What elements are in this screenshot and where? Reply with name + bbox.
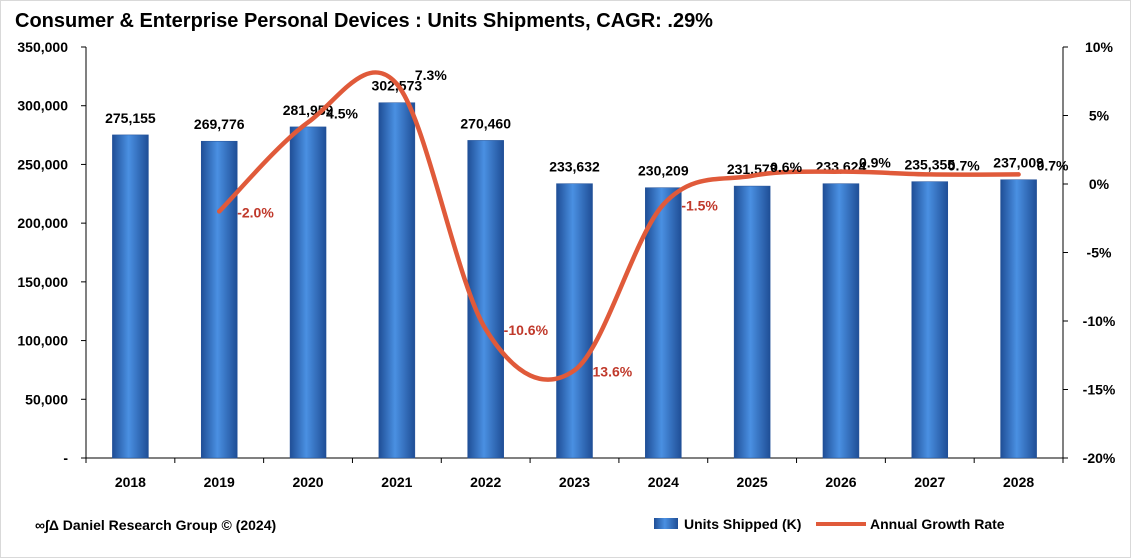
bar xyxy=(911,181,949,459)
growth-rate-data-label: 4.5% xyxy=(326,105,358,121)
bar xyxy=(645,187,682,459)
growth-rate-point xyxy=(572,368,577,373)
growth-rate-point xyxy=(306,120,311,125)
x-axis-tick-label: 2028 xyxy=(1003,474,1034,490)
growth-rate-point xyxy=(483,327,488,332)
right-axis-tick-label: -20% xyxy=(1083,450,1116,466)
right-axis-tick-label: 5% xyxy=(1089,108,1110,124)
growth-rate-point xyxy=(927,172,932,177)
bar xyxy=(733,185,771,459)
growth-rate-data-label: -10.6% xyxy=(504,322,549,338)
chart-title: Consumer & Enterprise Personal Devices :… xyxy=(15,10,713,32)
bar-data-label: 269,776 xyxy=(194,116,245,132)
bar-data-label: 230,209 xyxy=(638,163,689,179)
bar-data-label: 275,155 xyxy=(105,110,156,126)
growth-rate-data-label: 7.3% xyxy=(415,67,447,83)
legend-line-label: Annual Growth Rate xyxy=(870,516,1005,532)
x-axis-tick-label: 2023 xyxy=(559,474,590,490)
left-axis: - 50,000 100,000 150,000 200,000 250,000 300,0… xyxy=(17,39,87,466)
growth-rate-data-label: 0.7% xyxy=(948,157,980,173)
growth-rate-data-label: 0.7% xyxy=(1037,157,1069,173)
right-axis-tick-label: -10% xyxy=(1083,313,1116,329)
x-axis-tick-label: 2022 xyxy=(470,474,501,490)
bar xyxy=(378,102,416,459)
right-axis-tick-label: 0% xyxy=(1089,176,1110,192)
x-axis-tick-label: 2019 xyxy=(204,474,235,490)
bar xyxy=(556,183,593,459)
x-axis-tick-label: 2024 xyxy=(648,474,679,490)
x-axis-tick-label: 2027 xyxy=(914,474,945,490)
bar xyxy=(112,134,149,459)
left-axis-tick-label: 100,000 xyxy=(17,333,68,349)
left-axis-tick-label: 200,000 xyxy=(17,215,68,231)
growth-rate-data-label: -2.0% xyxy=(237,204,274,220)
growth-rate-point xyxy=(217,209,222,214)
growth-rate-point xyxy=(750,173,755,178)
bar-data-label: 237,009 xyxy=(993,155,1044,171)
growth-rate-data-labels: -2.0% 4.5% 7.3% -10.6% 13.6% -1.5% 0.6% 0.9% 0.7… xyxy=(237,67,1069,379)
x-axis-tick-label: 2020 xyxy=(292,474,323,490)
right-axis: -20% -15% -10% -5% 0% 5% 10% xyxy=(1062,39,1116,466)
legend-bar-swatch xyxy=(654,518,678,529)
left-axis-tick-label: 350,000 xyxy=(17,39,68,55)
x-axis-tick-label: 2018 xyxy=(115,474,146,490)
growth-rate-point xyxy=(1016,172,1021,177)
bar-data-label: 233,632 xyxy=(549,159,600,175)
legend: Units Shipped (K) Annual Growth Rate xyxy=(654,516,1005,532)
bar xyxy=(822,183,860,459)
x-axis-tick-label: 2025 xyxy=(737,474,768,490)
bar xyxy=(1000,179,1037,459)
growth-rate-data-label: 13.6% xyxy=(593,363,633,379)
bar-series xyxy=(112,102,1037,459)
growth-rate-line-series xyxy=(216,70,1021,382)
right-axis-tick-label: -5% xyxy=(1087,245,1112,261)
growth-rate-data-label: -1.5% xyxy=(681,198,718,214)
x-axis-tick-label: 2026 xyxy=(825,474,856,490)
growth-rate-data-label: 0.6% xyxy=(770,159,802,175)
growth-rate-point xyxy=(838,169,843,174)
legend-bar-label: Units Shipped (K) xyxy=(684,516,801,532)
growth-rate-point xyxy=(394,81,399,86)
bar-data-label: 270,460 xyxy=(460,115,511,131)
left-axis-tick-label: 300,000 xyxy=(17,98,68,114)
bar xyxy=(289,126,327,459)
growth-rate-data-label: 0.9% xyxy=(859,155,891,171)
growth-rate-line xyxy=(216,70,1021,382)
right-axis-tick-label: 10% xyxy=(1085,39,1114,55)
right-axis-tick-label: -15% xyxy=(1083,382,1116,398)
bar-data-label: 235,355 xyxy=(904,157,955,173)
growth-rate-point xyxy=(661,202,666,207)
left-axis-tick-label: 150,000 xyxy=(17,274,68,290)
x-axis-tick-label: 2021 xyxy=(381,474,412,490)
source-footer: ∞∫Δ Daniel Research Group © (2024) xyxy=(35,517,276,534)
left-axis-tick-label: 50,000 xyxy=(25,391,68,407)
left-axis-tick-label: - xyxy=(63,450,68,466)
x-axis: 2018 2019 2020 2021 2022 2023 2024 2025 2026 2027… xyxy=(85,457,1064,490)
left-axis-tick-label: 250,000 xyxy=(17,156,68,172)
bar-data-labels: 275,155269,776281,959302,573270,460233,6… xyxy=(105,78,1044,179)
bar xyxy=(200,140,238,459)
